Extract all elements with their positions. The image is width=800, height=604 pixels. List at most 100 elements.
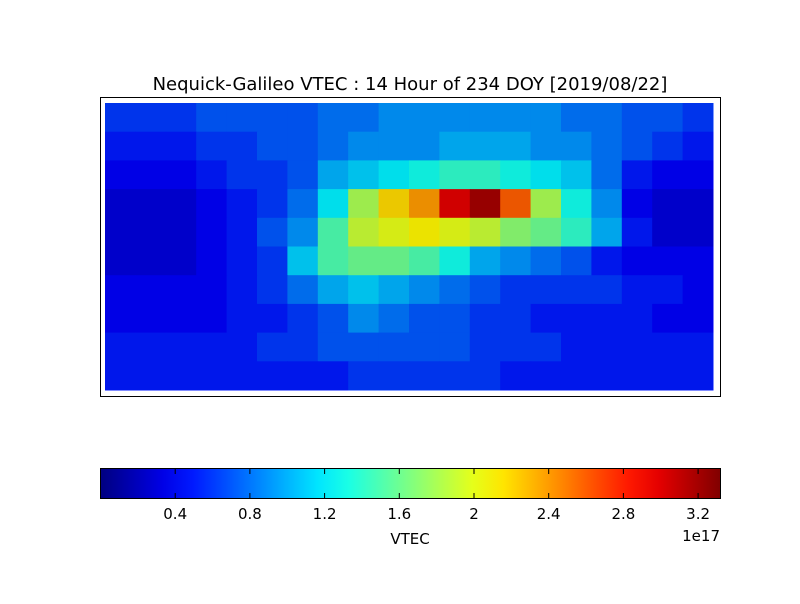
- cell: [348, 217, 380, 247]
- cell: [682, 131, 714, 161]
- cell: [561, 160, 592, 190]
- cell: [165, 246, 197, 276]
- cell: [561, 275, 592, 305]
- cell: [196, 246, 228, 276]
- cell: [196, 103, 228, 133]
- cell: [652, 131, 684, 161]
- cell: [287, 361, 319, 391]
- cell: [257, 361, 288, 391]
- cell: [226, 189, 258, 219]
- cell: [378, 246, 410, 276]
- cell: [621, 303, 653, 334]
- cell: [287, 303, 319, 334]
- cell: [165, 131, 197, 161]
- cell: [530, 131, 562, 161]
- cell: [135, 275, 167, 305]
- cell: [469, 361, 501, 391]
- cell: [500, 103, 532, 133]
- cell: [226, 131, 258, 161]
- cell: [621, 275, 653, 305]
- cell: [469, 275, 501, 305]
- cell: [561, 131, 592, 161]
- cell: [530, 275, 562, 305]
- cell: [591, 189, 623, 219]
- cell: [226, 303, 258, 334]
- cell: [257, 303, 288, 334]
- cell: [621, 103, 653, 133]
- cell: [378, 189, 410, 219]
- cell: [287, 332, 319, 362]
- cell: [439, 303, 471, 334]
- cell: [196, 303, 228, 334]
- cell: [317, 217, 349, 247]
- cell: [105, 275, 136, 305]
- cell: [287, 189, 319, 219]
- cell: [226, 246, 258, 276]
- cell: [409, 275, 440, 305]
- cell: [439, 103, 471, 133]
- cell: [439, 246, 471, 276]
- cell: [257, 189, 288, 219]
- cell: [500, 217, 532, 247]
- cell: [317, 103, 349, 133]
- cell: [469, 189, 501, 219]
- colorbar-tick-label: 1.2: [313, 505, 337, 523]
- cell: [530, 160, 562, 190]
- cell: [378, 361, 410, 391]
- cell: [591, 361, 623, 391]
- cell: [348, 103, 380, 133]
- cell: [591, 160, 623, 190]
- cell: [591, 131, 623, 161]
- colorbar-tick-label: 0.8: [238, 505, 262, 523]
- cell: [287, 160, 319, 190]
- cell: [561, 217, 592, 247]
- cell: [226, 217, 258, 247]
- cell: [105, 303, 136, 334]
- cell: [287, 217, 319, 247]
- cell: [439, 275, 471, 305]
- cell: [257, 160, 288, 190]
- cell: [196, 131, 228, 161]
- cell: [409, 361, 440, 391]
- cell: [135, 103, 167, 133]
- cell: [500, 332, 532, 362]
- colorbar-tick-label: 1.6: [387, 505, 411, 523]
- cell: [165, 103, 197, 133]
- cell: [348, 160, 380, 190]
- cell: [135, 303, 167, 334]
- cell: [682, 189, 714, 219]
- cell: [439, 217, 471, 247]
- colorbar-tick-label: 0.4: [163, 505, 187, 523]
- cell: [165, 303, 197, 334]
- cell: [196, 217, 228, 247]
- cell: [409, 332, 440, 362]
- cell: [500, 361, 532, 391]
- cell: [530, 217, 562, 247]
- cell: [348, 246, 380, 276]
- cell: [226, 332, 258, 362]
- cell: [500, 303, 532, 334]
- cell: [105, 332, 136, 362]
- cell: [591, 217, 623, 247]
- cell: [105, 361, 136, 391]
- cell: [652, 189, 684, 219]
- map: [105, 103, 714, 391]
- cell: [682, 160, 714, 190]
- colorbar-tick-label: 3.2: [686, 505, 710, 523]
- cell: [287, 275, 319, 305]
- cell: [561, 361, 592, 391]
- cell: [317, 131, 349, 161]
- cell: [257, 131, 288, 161]
- cell: [469, 217, 501, 247]
- cell: [469, 160, 501, 190]
- cell: [621, 246, 653, 276]
- cell: [226, 103, 258, 133]
- colorbar: [100, 468, 721, 499]
- cell: [317, 275, 349, 305]
- cell: [378, 103, 410, 133]
- cell: [348, 189, 380, 219]
- cell: [105, 103, 136, 133]
- cell: [165, 361, 197, 391]
- cell: [196, 189, 228, 219]
